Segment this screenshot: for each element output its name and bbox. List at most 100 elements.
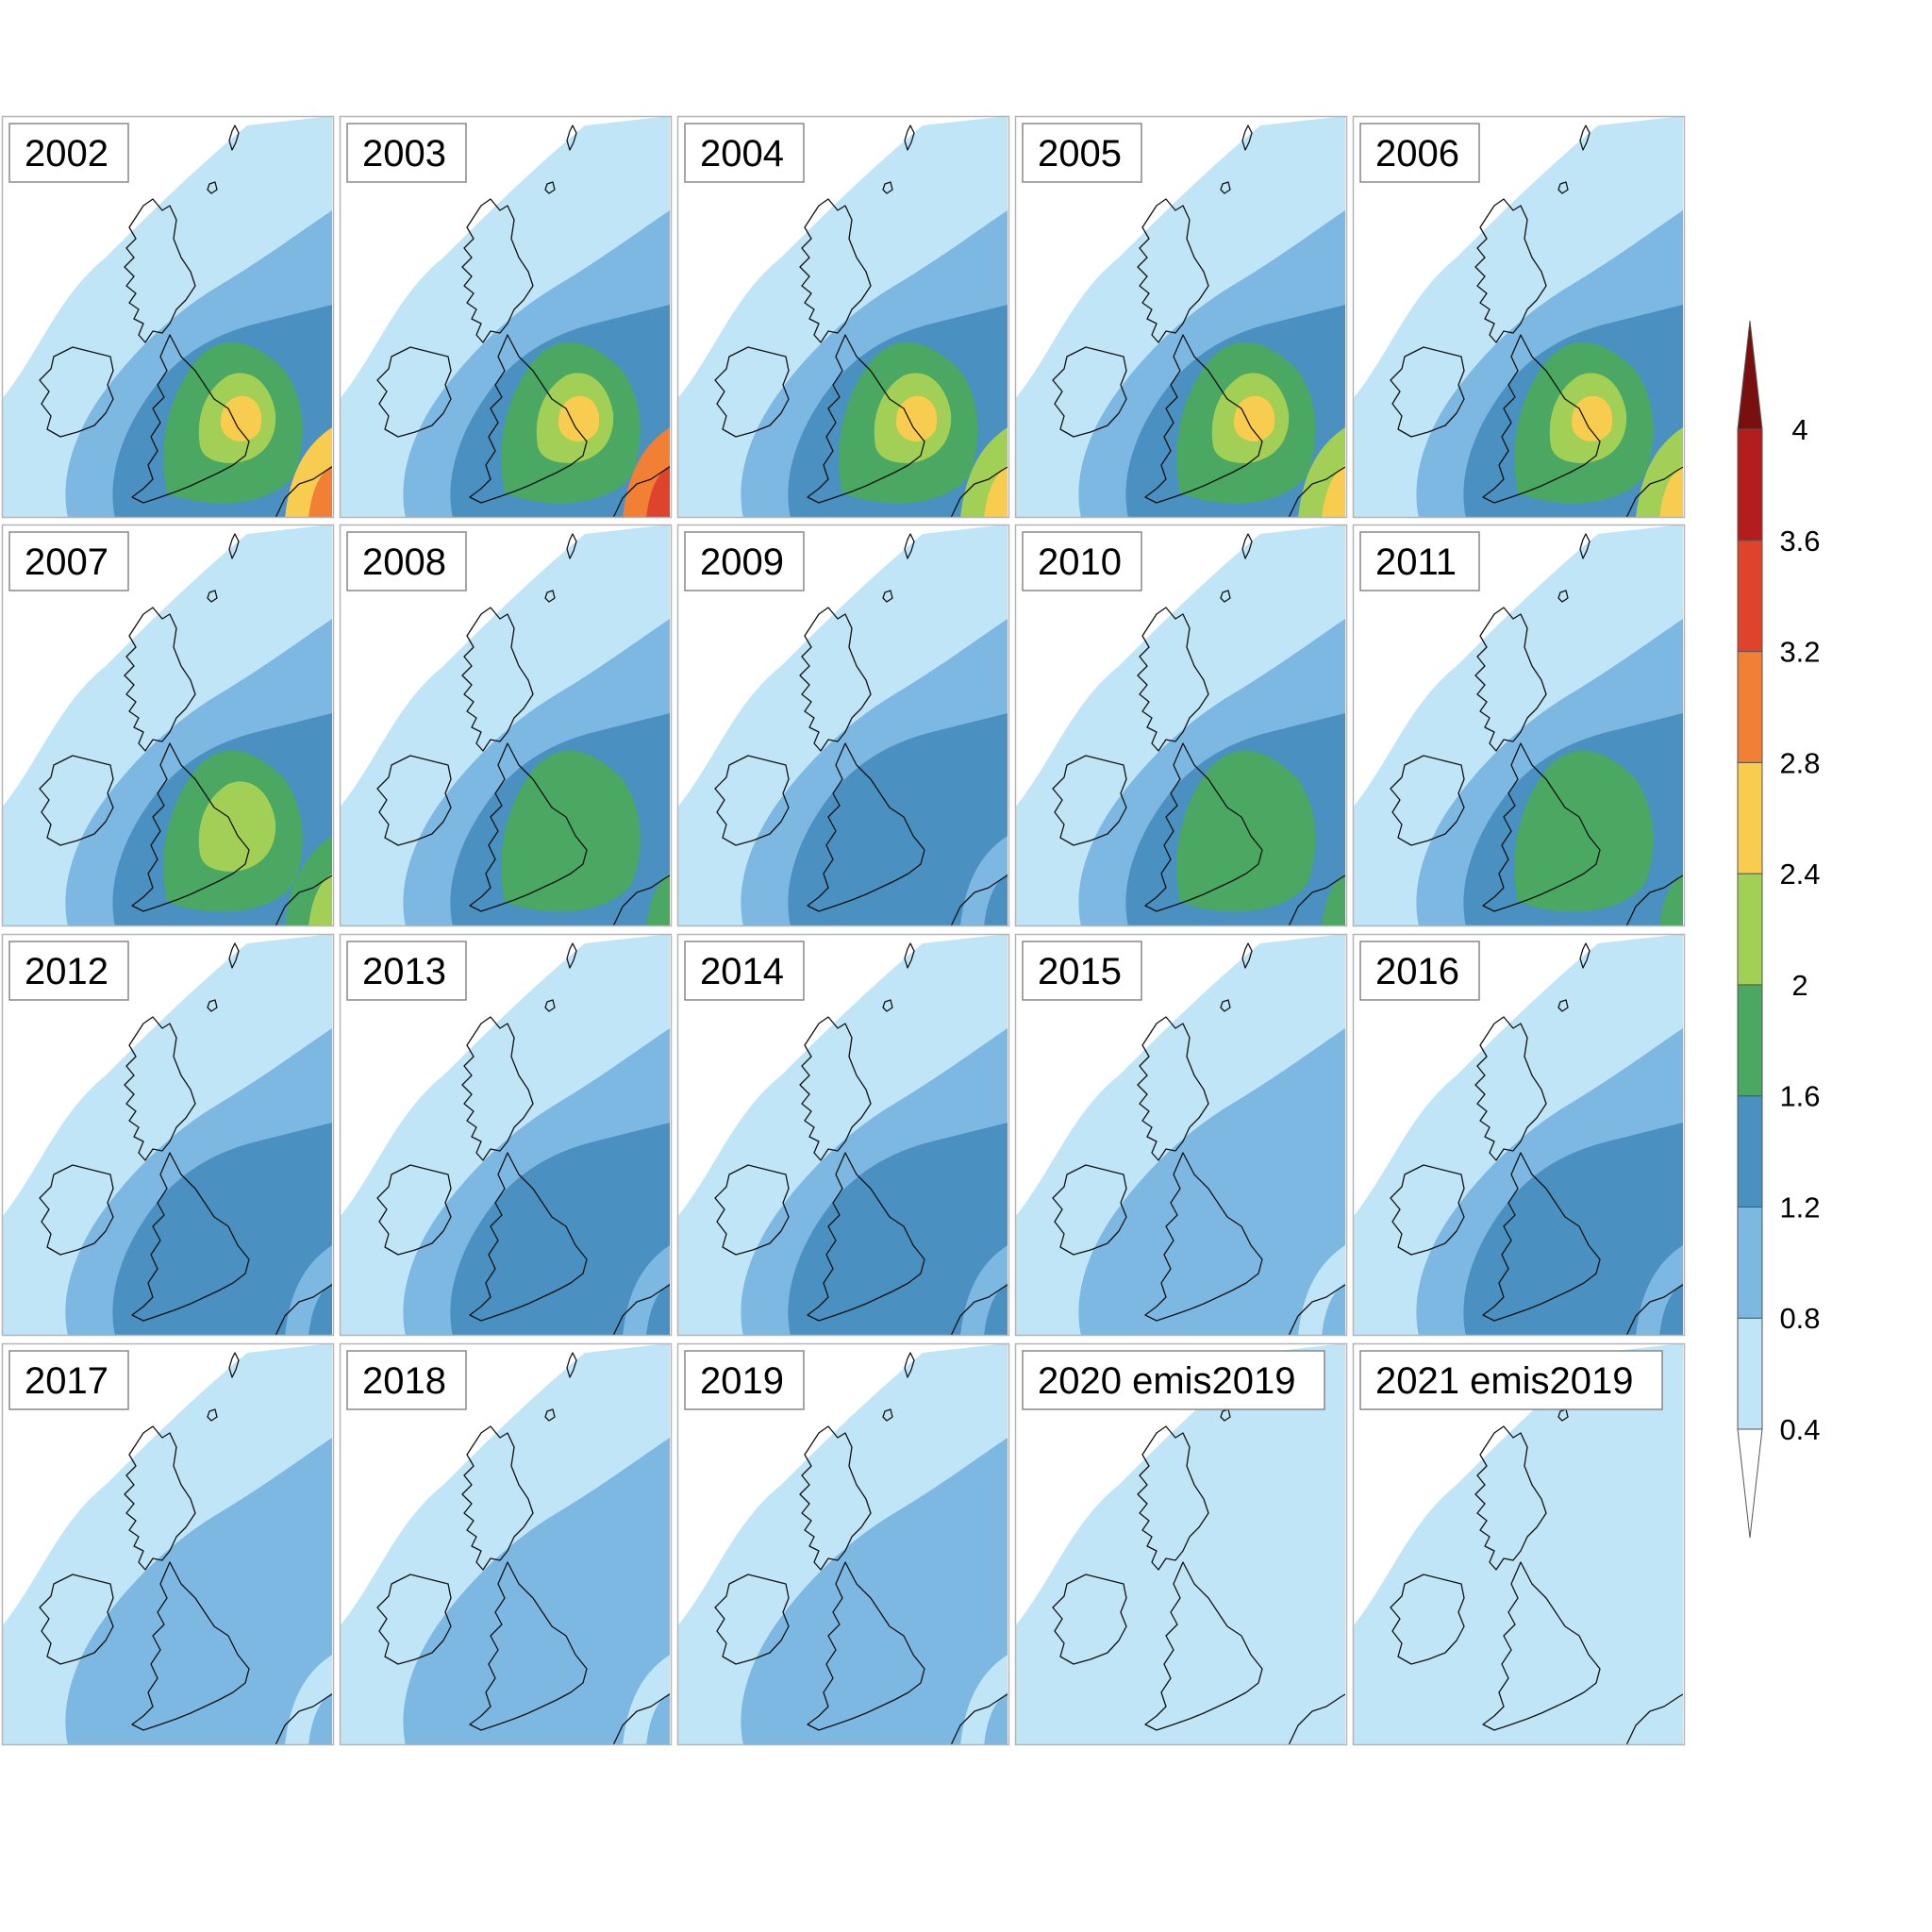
coastline	[1137, 1016, 1209, 1161]
panel-year-label: 2021 emis2019	[1375, 1360, 1634, 1402]
coastline	[1241, 533, 1253, 559]
coastline	[1474, 1425, 1547, 1571]
concentration-contour	[1322, 1283, 1345, 1336]
panel-frame	[1014, 933, 1348, 1337]
colorbar-segment	[1737, 1095, 1763, 1208]
coastline	[124, 607, 196, 752]
map-panel: 2016	[1352, 933, 1686, 1337]
coastline	[207, 181, 218, 194]
coastline	[1557, 181, 1569, 194]
concentration-contour	[1234, 1213, 1275, 1259]
concentration-contour	[896, 1623, 938, 1669]
panel-frame	[1, 115, 335, 519]
map-panel: 2010	[1014, 524, 1348, 927]
colorbar-tick-label: 2	[1791, 969, 1807, 1002]
coastline	[1137, 607, 1209, 752]
panel-frame	[676, 524, 1010, 927]
panel-label-box	[346, 531, 467, 591]
colorbar-segment	[1737, 651, 1763, 763]
coastline	[612, 466, 670, 518]
map-panel: 2002	[1, 115, 335, 519]
panel-frame	[339, 524, 673, 927]
coastline	[228, 1352, 240, 1378]
coastline	[882, 181, 893, 194]
concentration-contour	[221, 1623, 262, 1669]
coastline	[904, 1352, 915, 1378]
map-panel: 2017	[1, 1342, 335, 1746]
concentration-contour	[646, 465, 670, 518]
coastline	[882, 590, 893, 603]
coastline	[124, 198, 196, 343]
map-panel: 2021 emis2019	[1352, 1342, 1686, 1746]
colorbar-segment	[1737, 1206, 1763, 1319]
coastline	[1288, 874, 1345, 926]
panel-label-box	[1359, 531, 1480, 591]
panel-year-label: 2017	[25, 1360, 108, 1402]
map-panel: 2003	[339, 115, 673, 519]
concentration-contour	[984, 465, 1008, 518]
coastline	[799, 1425, 872, 1571]
concentration-contour	[1572, 1623, 1613, 1669]
concentration-contour	[1659, 1692, 1683, 1745]
coastline	[1144, 1152, 1263, 1322]
coastline	[1144, 1561, 1263, 1731]
colorbar-tick-label: 0.8	[1779, 1302, 1820, 1335]
concentration-contour	[558, 395, 600, 441]
coastline	[228, 533, 240, 559]
coastline	[799, 1016, 872, 1161]
panel-frame	[339, 933, 673, 1337]
colorbar-tick-label: 2.4	[1779, 858, 1820, 891]
coastline	[807, 742, 925, 912]
coastline	[882, 1408, 893, 1422]
concentration-contour	[896, 1213, 938, 1259]
colorbar-tick-label: 3.6	[1779, 525, 1820, 558]
coastline	[714, 1574, 790, 1665]
concentration-contour	[1572, 804, 1613, 850]
panel-year-label: 2005	[1038, 133, 1122, 175]
colorbar-segment	[1737, 873, 1763, 986]
concentration-contour	[1322, 874, 1345, 926]
coastline	[131, 742, 250, 912]
concentration-contour	[1659, 874, 1683, 926]
coastline	[207, 999, 218, 1012]
coastline	[39, 755, 114, 846]
panel-label-box	[684, 123, 805, 183]
coastline	[39, 346, 114, 438]
coastline	[566, 1352, 577, 1378]
panel-frame	[676, 933, 1010, 1337]
panel-frame	[339, 115, 673, 519]
coastline	[1474, 198, 1547, 343]
coastline	[612, 874, 670, 926]
concentration-contour	[646, 874, 670, 926]
concentration-contour	[1572, 395, 1613, 441]
coastline	[612, 1693, 670, 1745]
colorbar-min-triangle	[1737, 1428, 1763, 1539]
coastline	[1052, 1574, 1127, 1665]
coastline	[544, 590, 556, 603]
coastline	[207, 1408, 218, 1422]
panel-label-box	[346, 1350, 467, 1410]
coastline	[882, 999, 893, 1012]
coastline	[207, 590, 218, 603]
coastline	[799, 607, 872, 752]
coastline	[904, 533, 915, 559]
panel-year-label: 2020 emis2019	[1038, 1360, 1296, 1402]
coastline	[714, 1164, 790, 1256]
coastline	[1288, 1284, 1345, 1336]
panel-frame	[676, 115, 1010, 519]
panel-year-label: 2018	[362, 1360, 446, 1402]
concentration-contour	[1659, 1283, 1683, 1336]
map-panel: 2019	[676, 1342, 1010, 1746]
coastline	[1482, 742, 1601, 912]
concentration-contour	[1659, 465, 1683, 518]
concentration-contour	[896, 395, 938, 441]
panel-label-box	[684, 531, 805, 591]
concentration-contour	[221, 395, 262, 441]
coastline	[1144, 742, 1263, 912]
coastline	[1625, 1284, 1683, 1336]
map-panel: 2015	[1014, 933, 1348, 1337]
panel-label-box	[346, 941, 467, 1001]
panel-year-label: 2011	[1375, 541, 1457, 583]
colorbar: 0.4 0.8 1.2 1.6 2 2.4 2.8 3.2 3.6 4	[1737, 320, 1821, 1539]
map-panel: 2014	[676, 933, 1010, 1337]
